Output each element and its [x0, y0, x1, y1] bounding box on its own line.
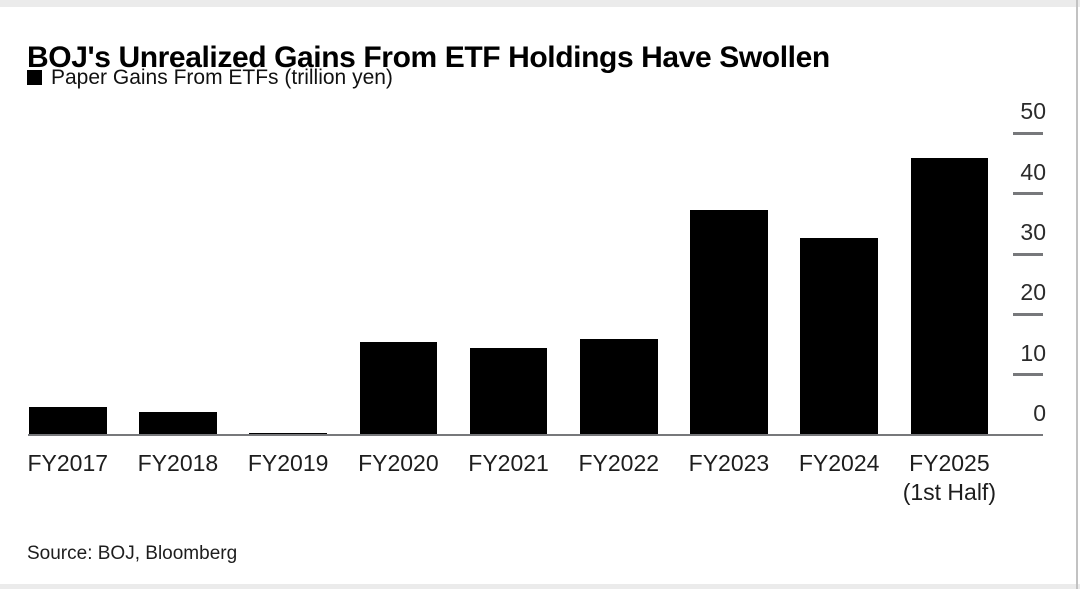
y-axis-tick-40 — [1013, 192, 1043, 196]
chart-legend: Paper Gains From ETFs (trillion yen) — [27, 65, 393, 89]
page-top-edge — [0, 0, 1080, 7]
x-axis-label-fy2018: FY2018 — [137, 450, 219, 476]
page-right-edge — [1076, 0, 1078, 589]
x-axis-label-fy2019: FY2019 — [247, 450, 329, 476]
legend-swatch-icon — [27, 70, 42, 85]
x-axis-label-fy2023: FY2023 — [688, 450, 770, 476]
y-axis-tick-20 — [1013, 312, 1043, 316]
bar-fy2021 — [469, 348, 548, 435]
page-bottom-edge — [0, 584, 1080, 589]
x-axis-line — [28, 434, 1043, 436]
x-axis-label-fy2025: FY2025 (1st Half) — [902, 450, 996, 505]
y-axis-tick-10 — [1013, 373, 1043, 377]
x-axis-label-fy2022: FY2022 — [578, 450, 660, 476]
x-axis-label-fy2017: FY2017 — [27, 450, 109, 476]
bar-fy2018 — [139, 412, 217, 435]
bar-fy2023 — [690, 210, 768, 435]
source-attribution: Source: BOJ, Bloomberg — [27, 543, 238, 564]
y-axis-label-30: 30 — [1020, 219, 1046, 246]
bar-fy2024 — [800, 237, 878, 435]
x-axis-label-fy2021: FY2021 — [468, 450, 549, 476]
y-axis-label-50: 50 — [1020, 98, 1046, 125]
bar-fy2025 — [910, 158, 989, 435]
y-axis-label-40: 40 — [1020, 158, 1046, 185]
chart-title: BOJ's Unrealized Gains From ETF Holdings… — [27, 41, 830, 75]
y-axis-tick-50 — [1013, 131, 1043, 135]
x-axis-label-fy2024: FY2024 — [798, 450, 880, 476]
y-axis-label-20: 20 — [1020, 279, 1046, 306]
y-axis-label-10: 10 — [1020, 339, 1046, 366]
legend-series-label: Paper Gains From ETFs (trillion yen) — [51, 65, 393, 89]
bar-fy2020 — [359, 342, 438, 435]
y-axis-tick-30 — [1013, 252, 1043, 256]
bar-fy2022 — [580, 339, 658, 435]
y-axis-label-0: 0 — [1033, 400, 1046, 426]
bar-fy2017 — [29, 406, 107, 435]
x-axis-label-fy2020: FY2020 — [358, 450, 439, 476]
